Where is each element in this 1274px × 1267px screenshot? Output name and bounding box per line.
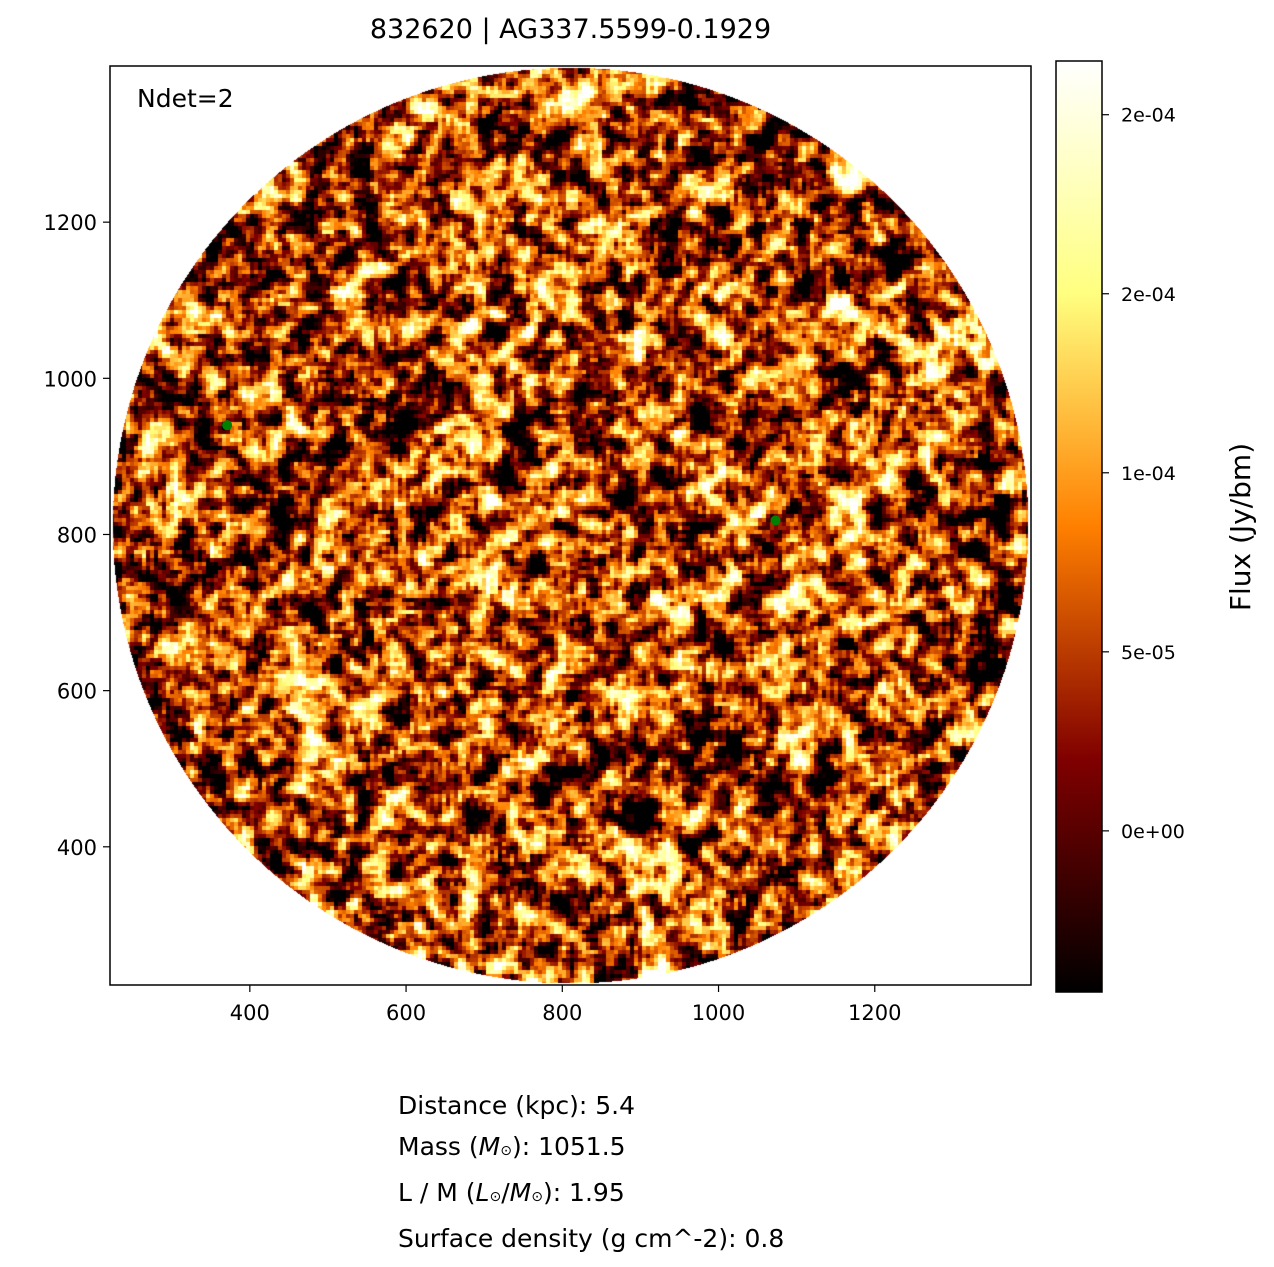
colorbar bbox=[1055, 60, 1103, 993]
colorbar-tick-label: 1e-04 bbox=[1121, 463, 1176, 485]
distance-text: Distance (kpc): 5.4 bbox=[398, 1091, 635, 1120]
colorbar-tick-label: 5e-05 bbox=[1121, 642, 1176, 664]
y-tick-label: 800 bbox=[57, 523, 97, 547]
x-tick-label: 1200 bbox=[848, 1001, 901, 1025]
y-tick-label: 400 bbox=[57, 836, 97, 860]
chart-title: 832620 | AG337.5599-0.1929 bbox=[369, 14, 772, 45]
y-tick-label: 1200 bbox=[44, 211, 97, 235]
lm-text: L / M (L⊙/M⊙): 1.95 bbox=[398, 1178, 625, 1207]
colorbar-tick-label: 0e+00 bbox=[1121, 821, 1185, 843]
colorbar-label: Flux (Jy/bm) bbox=[1224, 443, 1257, 611]
colorbar-tick-label: 2e-04 bbox=[1121, 105, 1176, 127]
mass-text: Mass (M⊙): 1051.5 bbox=[398, 1132, 626, 1161]
x-tick-label: 400 bbox=[230, 1001, 270, 1025]
x-tick-label: 800 bbox=[542, 1001, 582, 1025]
detection-marker bbox=[770, 515, 781, 526]
x-tick-label: 600 bbox=[386, 1001, 426, 1025]
plot-frame bbox=[109, 65, 1032, 986]
detection-marker bbox=[222, 420, 233, 431]
ndet-annotation: Ndet=2 bbox=[137, 84, 234, 113]
source-info: Distance (kpc): 5.4 Mass (M⊙): 1051.5 L … bbox=[398, 1085, 784, 1259]
y-tick-label: 600 bbox=[57, 680, 97, 704]
x-tick-label: 1000 bbox=[692, 1001, 745, 1025]
flux-map-image bbox=[110, 66, 1031, 985]
y-tick-label: 1000 bbox=[44, 367, 97, 391]
surface-density-text: Surface density (g cm^-2): 0.8 bbox=[398, 1224, 785, 1253]
colorbar-tick-label: 2e-04 bbox=[1121, 284, 1176, 306]
